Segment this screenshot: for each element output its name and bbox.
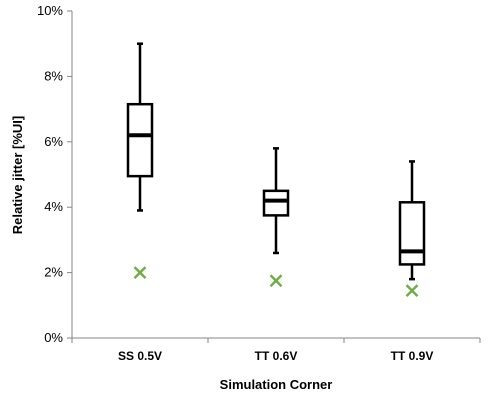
y-tick-label: 0% [44, 330, 63, 345]
x-marker-stroke [269, 274, 283, 288]
x-tick-label: TT 0.9V [391, 349, 434, 363]
y-tick-label: 6% [44, 134, 63, 149]
y-tick-label: 2% [44, 265, 63, 280]
box-series [126, 42, 426, 281]
x-tick-label: SS 0.5V [118, 349, 162, 363]
box-1 [126, 42, 154, 212]
box-2 [262, 147, 290, 255]
box-iqr [126, 102, 154, 178]
y-tick-label: 10% [37, 3, 63, 18]
axes: 0% 2% 4% 6% 8% 10% SS 0.5V TT 0.6V TT 0.9V [37, 3, 481, 363]
y-axis-title: Relative jitter [%UI] [10, 116, 25, 234]
y-tick-label: 4% [44, 199, 63, 214]
y-tick-label: 8% [44, 68, 63, 83]
x-tick-label: TT 0.6V [255, 349, 298, 363]
box-iqr [398, 201, 426, 266]
x-marker [269, 274, 283, 288]
box-iqr [262, 189, 290, 217]
box-3 [398, 160, 426, 281]
x-marker [405, 284, 419, 297]
x-marker [133, 266, 147, 279]
x-axis-title: Simulation Corner [220, 377, 333, 392]
x-marker-stroke [405, 284, 419, 297]
x-marker-stroke [133, 266, 147, 279]
marker-series [133, 266, 419, 297]
